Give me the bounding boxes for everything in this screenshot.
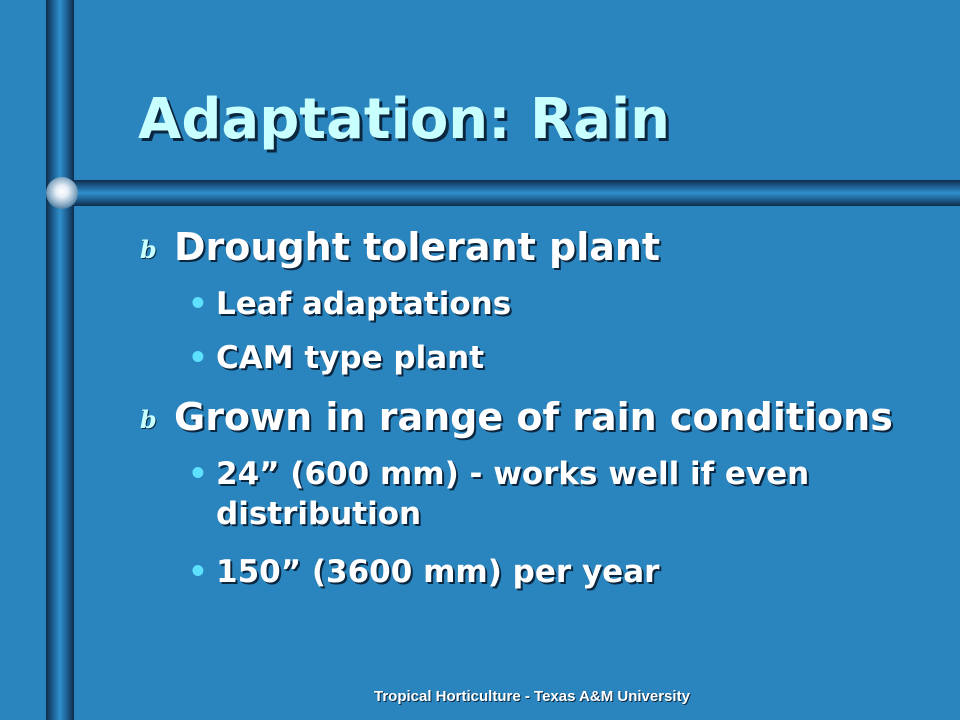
- sub-bullet-text: 150” (3600 mm) per year: [216, 554, 660, 590]
- bullet-marker-icon: b: [140, 235, 157, 264]
- frame-knob-icon: [46, 177, 78, 209]
- slide-title: Adaptation: Rain: [138, 87, 671, 152]
- sub-bullet-text: Leaf adaptations: [216, 286, 512, 322]
- sub-bullet-cam-type: • CAM type plant: [188, 338, 888, 378]
- vertical-frame-bar: [46, 0, 74, 720]
- bullet-text: Drought tolerant plant: [174, 225, 661, 269]
- sub-bullet-dot-icon: •: [188, 286, 208, 322]
- sub-bullet-dot-icon: •: [188, 554, 208, 590]
- slide-footer: Tropical Horticulture - Texas A&M Univer…: [374, 688, 690, 705]
- sub-bullet-24-inch: • 24” (600 mm) - works well if even dist…: [188, 454, 888, 534]
- bullet-marker-icon: b: [140, 405, 157, 434]
- sub-bullet-text: CAM type plant: [216, 340, 485, 376]
- bullet-text: Grown in range of rain conditions: [174, 395, 893, 439]
- sub-bullet-dot-icon: •: [188, 340, 208, 376]
- sub-bullet-150-inch: • 150” (3600 mm) per year: [188, 552, 888, 592]
- sub-bullet-dot-icon: •: [188, 456, 208, 492]
- sub-bullet-leaf-adaptations: • Leaf adaptations: [188, 284, 888, 324]
- sub-bullet-text: 24” (600 mm) - works well if even distri…: [216, 456, 810, 532]
- horizontal-frame-bar: [60, 180, 960, 206]
